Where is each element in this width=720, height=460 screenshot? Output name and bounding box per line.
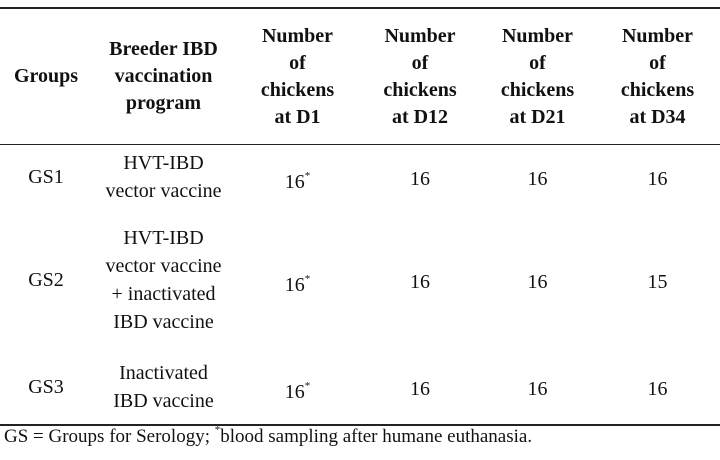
header-cell: Number of chickens at D1 bbox=[235, 8, 360, 145]
header-line: Number bbox=[261, 24, 334, 47]
header-line: Number bbox=[621, 24, 694, 47]
header-line: Groups bbox=[13, 65, 79, 87]
cell-line: HVT-IBD bbox=[123, 152, 204, 174]
footnote-mark: * bbox=[214, 424, 221, 436]
header-cell: Number of chickens at D12 bbox=[360, 8, 480, 145]
cell-mark: * bbox=[304, 170, 311, 182]
cell-value: 16 bbox=[527, 378, 548, 400]
table-cell: 16 bbox=[480, 350, 595, 425]
header-cell: Breeder IBD vaccination program bbox=[92, 8, 235, 145]
header-line: Breeder IBD bbox=[109, 38, 218, 60]
header-row: Groups Breeder IBD vaccination program Numbe… bbox=[0, 8, 720, 145]
header-line: chickens bbox=[500, 78, 575, 101]
footnote: GS = Groups for Serology; *blood samplin… bbox=[4, 424, 532, 448]
header-line: Number bbox=[384, 24, 456, 47]
table-cell: 16* bbox=[235, 209, 360, 350]
cell-mark: * bbox=[304, 272, 311, 285]
cell-line: + inactivated bbox=[111, 282, 216, 305]
table-cell: 16 bbox=[480, 209, 595, 350]
header-cell: Number of chickens at D21 bbox=[480, 8, 595, 145]
cell-value: 16 bbox=[284, 171, 305, 193]
table-cell: 16 bbox=[595, 350, 720, 425]
header-line: of bbox=[411, 51, 429, 74]
header-line: at D1 bbox=[274, 105, 321, 128]
table-cell: 15 bbox=[595, 209, 720, 350]
cell-value: 16 bbox=[410, 270, 430, 293]
table-cell: 16 bbox=[360, 145, 480, 210]
table-header: Groups Breeder IBD vaccination program Numbe… bbox=[0, 8, 720, 145]
table-cell: HVT-IBD vector vaccine bbox=[92, 145, 235, 210]
header-line: at D21 bbox=[509, 105, 566, 128]
table-cell: Inactivated IBD vaccine bbox=[92, 350, 235, 425]
footnote-text: blood sampling after humane euthanasia. bbox=[220, 426, 533, 447]
cell-value: 16 bbox=[284, 273, 305, 296]
header-line: of bbox=[649, 51, 666, 74]
table-row: GS3 Inactivated IBD vaccine 16* 16 16 16 bbox=[0, 350, 720, 425]
cell-mark: * bbox=[304, 380, 311, 392]
cell-value: 16 bbox=[527, 270, 548, 293]
cell-line: GS1 bbox=[28, 166, 64, 188]
header-line: Number bbox=[501, 24, 574, 47]
table-cell: 16 bbox=[360, 350, 480, 425]
header-line: chickens bbox=[260, 78, 335, 101]
header-line: vaccination bbox=[114, 65, 213, 87]
table-cell: HVT-IBD vector vaccine + inactivated IBD va… bbox=[92, 209, 235, 350]
cell-line: GS2 bbox=[28, 268, 64, 291]
cell-value: 16 bbox=[647, 378, 668, 400]
cell-line: vector vaccine bbox=[105, 180, 222, 202]
cell-line: HVT-IBD bbox=[123, 226, 204, 249]
data-table: Groups Breeder IBD vaccination program Numbe… bbox=[0, 7, 720, 426]
table-cell: 16 bbox=[480, 145, 595, 210]
table-body: GS1 HVT-IBD vector vaccine 16* 16 16 16 GS2 HVT-… bbox=[0, 145, 720, 425]
table-cell: GS2 bbox=[0, 209, 92, 350]
cell-line: IBD vaccine bbox=[113, 310, 214, 333]
table-cell: 16 bbox=[595, 145, 720, 210]
footnote-text: GS = Groups for Serology; bbox=[4, 426, 215, 447]
cell-line: Inactivated bbox=[119, 362, 208, 384]
header-line: at D12 bbox=[391, 105, 449, 128]
cell-line: GS3 bbox=[28, 376, 64, 398]
cell-value: 15 bbox=[647, 270, 668, 293]
table-cell: 16* bbox=[235, 350, 360, 425]
header-line: of bbox=[529, 51, 546, 74]
table-row: GS1 HVT-IBD vector vaccine 16* 16 16 16 bbox=[0, 145, 720, 210]
table-cell: 16* bbox=[235, 145, 360, 210]
header-line: chickens bbox=[620, 78, 695, 101]
header-cell: Number of chickens at D34 bbox=[595, 8, 720, 145]
cell-value: 16 bbox=[410, 168, 430, 190]
cell-value: 16 bbox=[647, 168, 668, 190]
cell-value: 16 bbox=[527, 168, 548, 190]
cell-line: IBD vaccine bbox=[113, 390, 214, 412]
table-row: GS2 HVT-IBD vector vaccine + inactivated IBD… bbox=[0, 209, 720, 350]
table-cell: GS1 bbox=[0, 145, 92, 210]
header-line: of bbox=[289, 51, 306, 74]
cell-value: 16 bbox=[284, 381, 305, 403]
cell-line: vector vaccine bbox=[105, 254, 222, 277]
cell-value: 16 bbox=[410, 378, 430, 400]
header-line: at D34 bbox=[629, 105, 686, 128]
header-line: program bbox=[125, 92, 202, 114]
table-cell: GS3 bbox=[0, 350, 92, 425]
header-line: chickens bbox=[383, 78, 457, 101]
table-cell: 16 bbox=[360, 209, 480, 350]
header-cell: Groups bbox=[0, 8, 92, 145]
